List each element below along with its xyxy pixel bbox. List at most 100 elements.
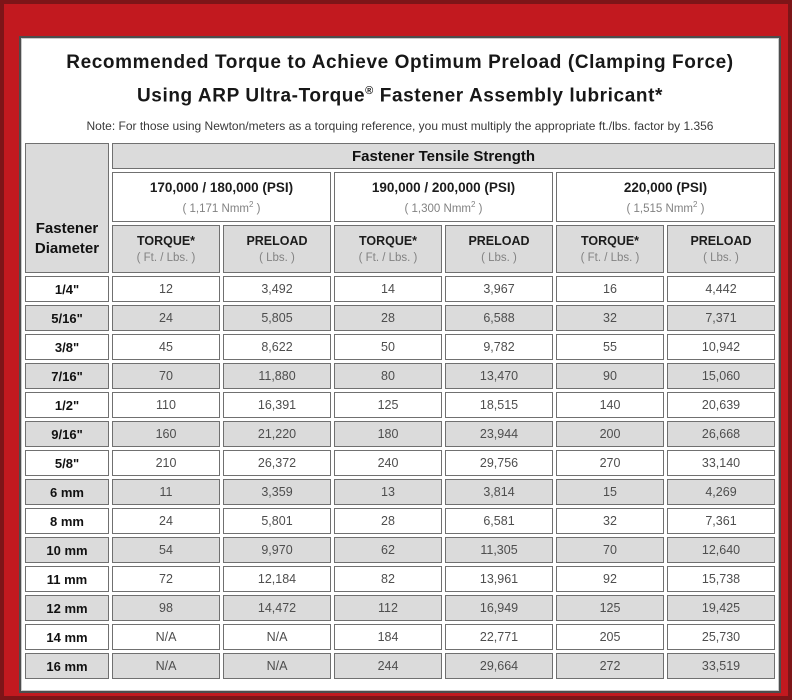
value-cell: 6,581 <box>445 508 553 535</box>
value-cell: 20,639 <box>667 392 775 419</box>
value-cell: 16 <box>556 276 664 303</box>
value-cell: 9,782 <box>445 334 553 361</box>
torque-label: TORQUE* <box>580 234 640 249</box>
value-cell: 12,640 <box>667 537 775 564</box>
preload-units: ( Lbs. ) <box>481 252 517 265</box>
torque-label: TORQUE* <box>358 234 418 249</box>
value-cell: 26,668 <box>667 421 775 448</box>
tensile-strength-header: Fastener Tensile Strength <box>112 143 775 170</box>
nmm-superscript: 2 <box>692 199 698 209</box>
fastener-diameter-cell: 7/16" <box>25 363 109 390</box>
value-cell: 98 <box>112 595 220 622</box>
value-cell: 25,730 <box>667 624 775 651</box>
value-cell: 10,942 <box>667 334 775 361</box>
torque-column-header-3: TORQUE* ( Ft. / Lbs. ) <box>556 225 664 274</box>
nmm-superscript: 2 <box>470 199 476 209</box>
preload-column-header-1: PRELOAD ( Lbs. ) <box>223 225 331 274</box>
value-cell: 15 <box>556 479 664 506</box>
psi-header-row: 170,000 / 180,000 (PSI) ( 1,171 Nmm2 ) 1… <box>25 172 775 223</box>
torque-column-header-1: TORQUE* ( Ft. / Lbs. ) <box>112 225 220 274</box>
table-row: 8 mm 24 5,801 28 6,581 32 7,361 <box>25 508 775 535</box>
table-row: 14 mm N/A N/A 184 22,771 205 25,730 <box>25 624 775 651</box>
preload-units: ( Lbs. ) <box>703 252 739 265</box>
value-cell: 33,140 <box>667 450 775 477</box>
value-cell: 70 <box>556 537 664 564</box>
nmm-label: ( 1,515 Nmm2 ) <box>557 200 774 215</box>
value-cell: N/A <box>112 624 220 651</box>
value-cell: 26,372 <box>223 450 331 477</box>
preload-column-header-2: PRELOAD ( Lbs. ) <box>445 225 553 274</box>
table-row: 16 mm N/A N/A 244 29,664 272 33,519 <box>25 653 775 680</box>
value-cell: 50 <box>334 334 442 361</box>
psi-group-220: 220,000 (PSI) ( 1,515 Nmm2 ) <box>556 172 775 223</box>
fastener-diameter-header-line1: Fastener <box>35 220 99 238</box>
note-text: Note: For those using Newton/meters as a… <box>86 119 714 134</box>
psi-group-170-180: 170,000 / 180,000 (PSI) ( 1,171 Nmm2 ) <box>112 172 331 223</box>
title-line-1: Recommended Torque to Achieve Optimum Pr… <box>66 52 734 73</box>
value-cell: 13 <box>334 479 442 506</box>
value-cell: 32 <box>556 508 664 535</box>
value-cell: 11 <box>112 479 220 506</box>
value-cell: 90 <box>556 363 664 390</box>
fastener-diameter-cell: 9/16" <box>25 421 109 448</box>
value-cell: 184 <box>334 624 442 651</box>
value-cell: 7,361 <box>667 508 775 535</box>
preload-label: PRELOAD <box>246 234 308 249</box>
torque-table: Fastener Diameter Fastener Tensile Stren… <box>22 140 778 682</box>
value-cell: 160 <box>112 421 220 448</box>
value-cell: 125 <box>556 595 664 622</box>
nmm-text-end: ) <box>253 202 261 215</box>
value-cell: 45 <box>112 334 220 361</box>
value-cell: 23,944 <box>445 421 553 448</box>
value-cell: 32 <box>556 305 664 332</box>
table-row: 11 mm 72 12,184 82 13,961 92 15,738 <box>25 566 775 593</box>
registered-trademark-symbol: ® <box>365 85 374 97</box>
value-cell: 11,880 <box>223 363 331 390</box>
torque-table-body: 1/4" 12 3,492 14 3,967 16 4,442 5/16" 24 5,805 28 6… <box>25 276 775 680</box>
value-cell: 21,220 <box>223 421 331 448</box>
value-cell: 29,756 <box>445 450 553 477</box>
preload-units: ( Lbs. ) <box>259 252 295 265</box>
nmm-text: ( 1,300 Nmm <box>404 202 471 215</box>
tensile-strength-header-row: Fastener Diameter Fastener Tensile Stren… <box>25 143 775 274</box>
value-cell: 4,269 <box>667 479 775 506</box>
preload-label: PRELOAD <box>468 234 530 249</box>
fastener-diameter-cell: 1/4" <box>25 276 109 303</box>
value-cell: 6,588 <box>445 305 553 332</box>
nmm-label: ( 1,300 Nmm2 ) <box>335 200 552 215</box>
page-title: Recommended Torque to Achieve Optimum Pr… <box>21 38 779 110</box>
fastener-diameter-header-line2: Diameter <box>34 240 100 258</box>
torque-label: TORQUE* <box>136 234 196 249</box>
torque-column-header-2: TORQUE* ( Ft. / Lbs. ) <box>334 225 442 274</box>
value-cell: 14 <box>334 276 442 303</box>
fastener-diameter-cell: 6 mm <box>25 479 109 506</box>
content-area: Recommended Torque to Achieve Optimum Pr… <box>19 36 781 693</box>
nmm-text: ( 1,171 Nmm <box>182 202 249 215</box>
value-cell: 240 <box>334 450 442 477</box>
psi-label: 220,000 (PSI) <box>623 179 708 195</box>
psi-label: 170,000 / 180,000 (PSI) <box>149 179 294 195</box>
value-cell: 55 <box>556 334 664 361</box>
value-cell: 4,442 <box>667 276 775 303</box>
value-cell: 272 <box>556 653 664 680</box>
value-cell: 3,814 <box>445 479 553 506</box>
fastener-diameter-cell: 5/16" <box>25 305 109 332</box>
fastener-diameter-header: Fastener Diameter <box>25 143 109 274</box>
value-cell: 200 <box>556 421 664 448</box>
value-cell: 22,771 <box>445 624 553 651</box>
value-cell: 11,305 <box>445 537 553 564</box>
table-row: 10 mm 54 9,970 62 11,305 70 12,640 <box>25 537 775 564</box>
value-cell: 62 <box>334 537 442 564</box>
psi-label: 190,000 / 200,000 (PSI) <box>371 179 516 195</box>
value-cell: 33,519 <box>667 653 775 680</box>
table-row: 1/2" 110 16,391 125 18,515 140 20,639 <box>25 392 775 419</box>
fastener-diameter-cell: 11 mm <box>25 566 109 593</box>
value-cell: 28 <box>334 305 442 332</box>
value-cell: 80 <box>334 363 442 390</box>
value-cell: 15,060 <box>667 363 775 390</box>
value-cell: 125 <box>334 392 442 419</box>
value-cell: 5,805 <box>223 305 331 332</box>
value-cell: 270 <box>556 450 664 477</box>
value-cell: 82 <box>334 566 442 593</box>
value-cell: 92 <box>556 566 664 593</box>
